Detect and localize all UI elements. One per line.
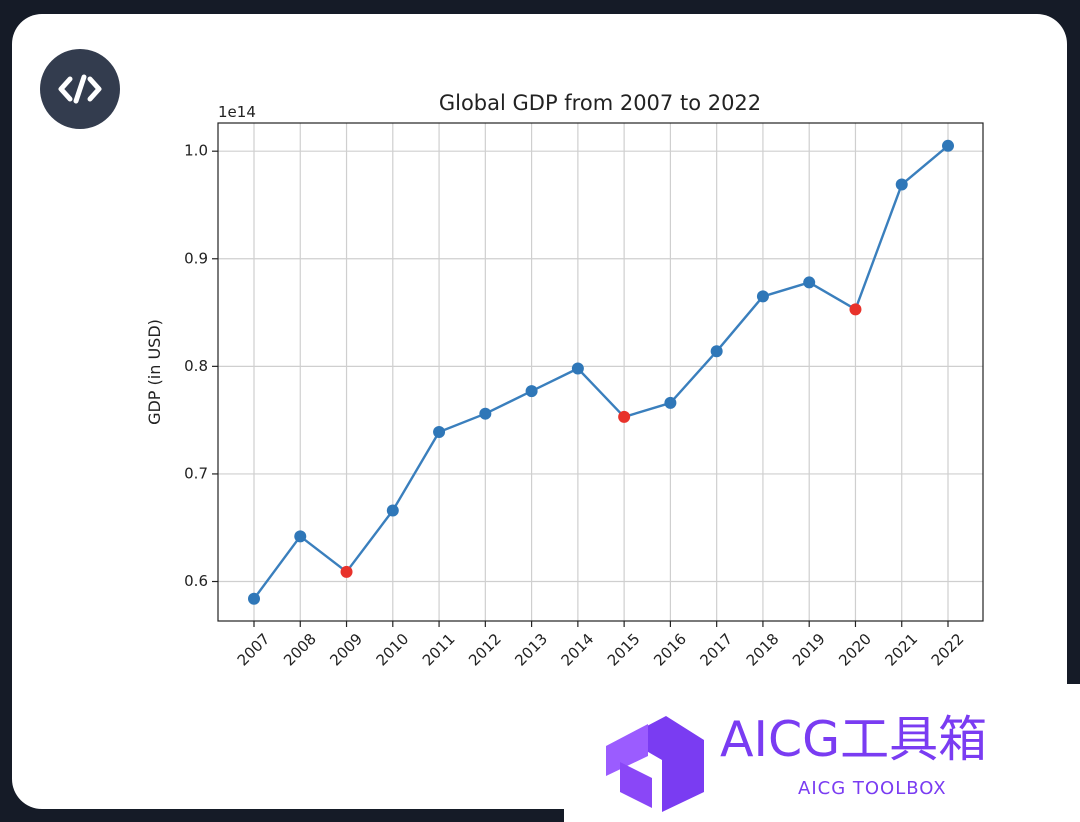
y-tick-label: 0.7 <box>184 464 208 482</box>
code-icon <box>58 74 102 104</box>
grid-lines <box>218 123 983 621</box>
data-point <box>710 345 723 358</box>
data-point <box>571 362 584 375</box>
chart-card <box>12 14 1067 809</box>
x-tick-label: 2019 <box>789 630 829 670</box>
x-tick-label: 2010 <box>373 630 413 670</box>
axis-ticks: 2007 2008 2009 2010 2011 2012 2013 2014 2015 2016… <box>184 142 967 670</box>
x-tick-label: 2011 <box>419 630 459 670</box>
data-point <box>895 178 908 191</box>
aicg-logo-icon <box>606 716 704 812</box>
y-axis-label: GDP (in USD) <box>145 319 164 425</box>
x-tick-label: 2013 <box>511 630 551 670</box>
data-point <box>248 592 260 605</box>
y-tick-label: 0.8 <box>184 357 208 375</box>
data-point <box>803 276 816 289</box>
y-tick-label: 1.0 <box>184 142 208 160</box>
data-point <box>386 504 399 517</box>
x-tick-label: 2009 <box>326 630 366 670</box>
data-point <box>433 425 446 438</box>
x-tick-label: 2022 <box>928 630 968 670</box>
data-point-highlight <box>340 565 353 578</box>
plot-frame <box>217 122 984 622</box>
watermark-title: AICG工具箱 <box>720 711 988 768</box>
y-tick-label: 0.6 <box>184 572 208 590</box>
data-point <box>294 530 307 543</box>
x-tick-label: 2021 <box>882 630 922 670</box>
data-point <box>664 396 677 409</box>
watermark: AICG工具箱 AICG TOOLBOX <box>564 684 1080 822</box>
series-line <box>253 144 949 600</box>
series-gdp <box>248 139 954 605</box>
x-tick-label: 2018 <box>743 630 783 670</box>
data-point <box>942 139 954 152</box>
watermark-subtitle: AICG TOOLBOX <box>798 778 947 799</box>
x-tick-label: 2008 <box>280 630 320 670</box>
x-tick-label: 2015 <box>604 630 644 670</box>
x-tick-label: 2020 <box>835 630 875 670</box>
data-point <box>756 290 769 303</box>
x-tick-label: 2007 <box>234 630 274 670</box>
data-point-highlight <box>849 303 862 316</box>
data-point <box>479 407 492 420</box>
y-tick-label: 0.9 <box>184 249 208 267</box>
chart-title: Global GDP from 2007 to 2022 <box>439 91 761 115</box>
data-point-highlight <box>618 410 631 423</box>
y-offset-label: 1e14 <box>218 103 256 121</box>
code-badge[interactable] <box>40 49 120 129</box>
x-tick-label: 2016 <box>650 630 690 670</box>
x-tick-label: 2012 <box>465 630 505 670</box>
x-tick-label: 2017 <box>696 630 736 670</box>
x-tick-label: 2014 <box>558 630 598 670</box>
data-point <box>525 385 538 398</box>
